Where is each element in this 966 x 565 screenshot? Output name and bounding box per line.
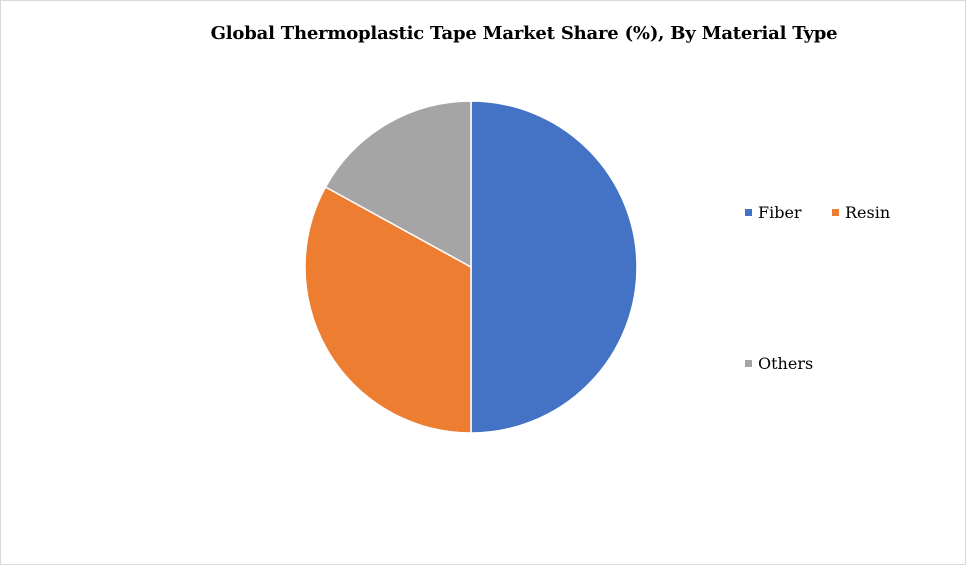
pie-slice-resin (304, 186, 472, 434)
legend-item-fiber: Fiber (745, 203, 802, 222)
pie-slice-fiber (470, 100, 638, 434)
legend-swatch-resin (832, 209, 839, 216)
legend-label-others: Others (758, 354, 814, 373)
legend-item-resin: Resin (832, 203, 890, 222)
legend-item-others: Others (745, 354, 813, 373)
chart-title: Global Thermoplastic Tape Market Share (… (210, 23, 838, 44)
pie-slice-others (324, 100, 472, 268)
legend-label-fiber: Fiber (758, 203, 802, 222)
legend-swatch-fiber (745, 209, 752, 216)
legend-label-resin: Resin (845, 203, 891, 222)
legend-swatch-others (745, 360, 752, 367)
